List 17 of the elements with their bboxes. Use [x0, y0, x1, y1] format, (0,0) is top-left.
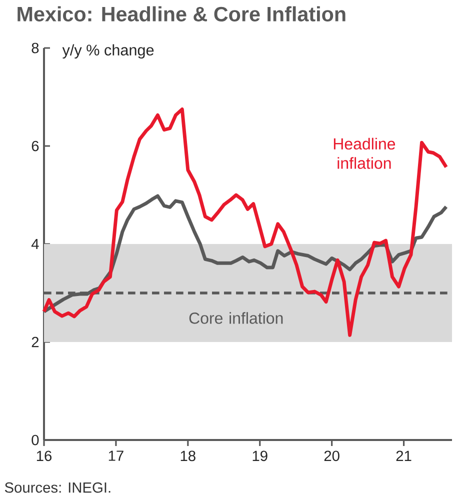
x-tick-label: 16: [36, 450, 52, 462]
y-tick-label: 4: [31, 238, 39, 250]
x-tick-label: 19: [252, 450, 268, 462]
x-tick-label: 17: [108, 450, 124, 461]
line-series: [42, 108, 448, 337]
y-tick-label: 2: [32, 336, 39, 348]
y-tick-label: 8: [32, 42, 39, 54]
source-note: Sources: INEGI.: [4, 482, 110, 493]
y-axis-title: y/y % change: [62, 44, 154, 59]
text: Core inflation: [189, 312, 283, 324]
chart-title: Mexico: Headline & Core Inflation: [18, 6, 346, 22]
y-tick-label: 0: [32, 434, 39, 446]
y-tick-label: 6: [32, 140, 39, 152]
series-label: Headline inflation: [334, 138, 396, 169]
x-tick-label: 21: [396, 450, 412, 461]
x-tick-label: 18: [180, 450, 196, 462]
x-tick-label: 20: [324, 450, 340, 462]
